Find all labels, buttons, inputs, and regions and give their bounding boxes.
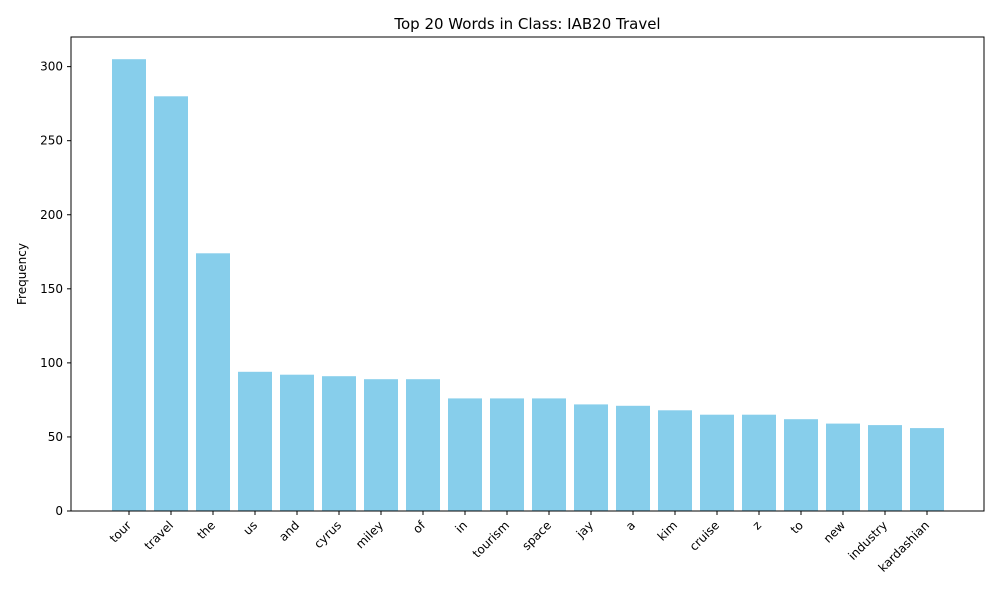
y-tick-label: 100 [40, 356, 63, 370]
y-tick-label: 300 [40, 60, 63, 74]
bar-jay [574, 404, 608, 511]
y-tick-label: 150 [40, 282, 63, 296]
x-tick-label: of [410, 518, 429, 537]
x-tick-label: jay [573, 518, 596, 541]
bar-industry [868, 425, 902, 511]
bar-tourism [490, 398, 524, 511]
x-axis: tour travel the us and cyrus miley of in tourism s… [107, 511, 932, 575]
bar-miley [364, 379, 398, 511]
bar-a [616, 405, 650, 511]
bars-group [112, 59, 944, 512]
bar-the [196, 253, 230, 512]
x-tick-label: cyrus [311, 518, 344, 551]
x-tick-label: new [821, 518, 849, 546]
x-tick-label: in [452, 518, 470, 536]
y-tick-label: 50 [48, 430, 63, 444]
x-tick-label: a [623, 518, 638, 533]
bar-us [238, 371, 272, 511]
plot-frame [70, 36, 985, 512]
bar-cyrus [322, 376, 356, 511]
y-axis-label: Frequency [15, 243, 29, 305]
y-tick-label: 250 [40, 134, 63, 148]
bar-new [826, 423, 860, 511]
bar-cruise [700, 414, 734, 511]
x-tick-label: kim [655, 518, 680, 543]
x-tick-label: tour [107, 518, 134, 545]
bar-kim [658, 410, 692, 511]
x-tick-label: us [240, 518, 260, 538]
bar-in [448, 398, 482, 511]
bar-and [280, 374, 314, 511]
y-tick-label: 0 [55, 504, 63, 518]
bar-z [742, 414, 776, 511]
x-tick-label: to [788, 518, 806, 536]
bar-kardashian [910, 428, 944, 511]
x-tick-label: and [276, 518, 302, 544]
y-tick-label: 200 [40, 208, 63, 222]
bar-of [406, 379, 440, 511]
bar-tour [112, 59, 146, 511]
chart-title: Top 20 Words in Class: IAB20 Travel [393, 15, 660, 33]
x-tick-label: tourism [470, 518, 512, 560]
x-tick-label: travel [142, 518, 177, 553]
bar-to [784, 419, 818, 511]
y-axis: 0 50 100 150 200 250 300 [40, 60, 71, 518]
x-tick-label: cruise [687, 518, 722, 553]
x-tick-label: the [194, 518, 218, 542]
bar-space [532, 398, 566, 511]
x-tick-label: z [750, 518, 764, 532]
x-tick-label: space [519, 518, 554, 553]
bar-travel [154, 96, 188, 512]
x-tick-label: miley [353, 518, 386, 551]
